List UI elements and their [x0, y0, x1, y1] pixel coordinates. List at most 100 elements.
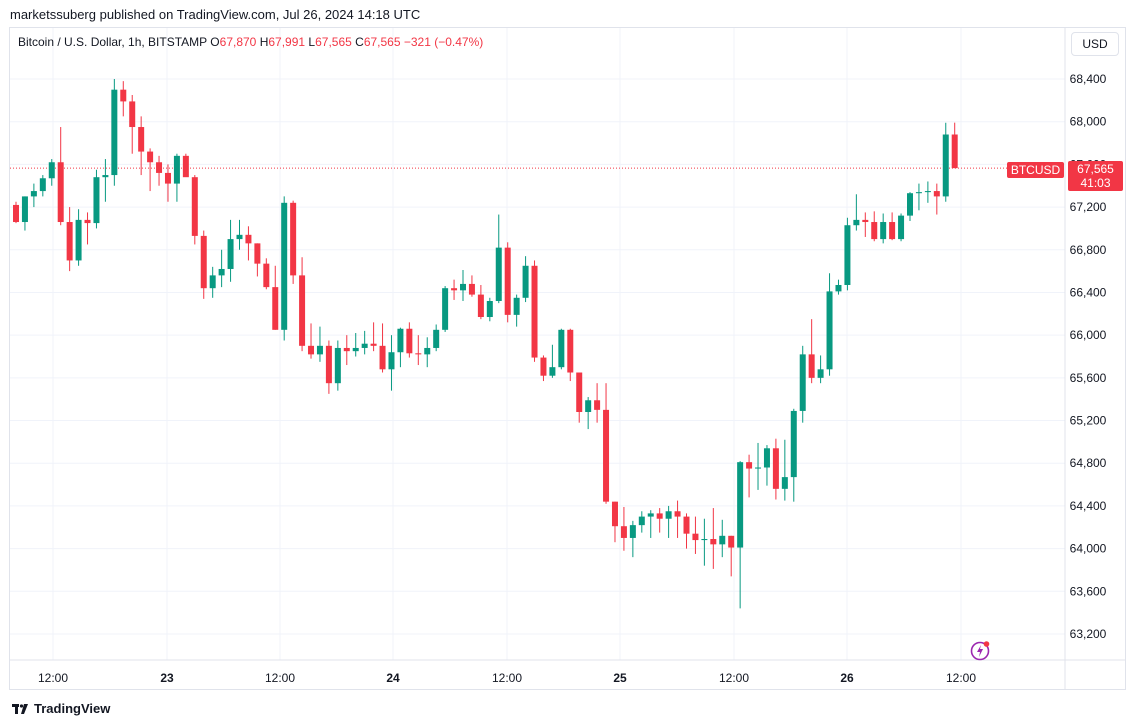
candle-body — [647, 513, 654, 517]
candle-body — [871, 222, 878, 240]
candle-body — [942, 134, 949, 197]
candle-body — [468, 283, 475, 295]
candle-body — [710, 539, 717, 545]
y-tick-label: 64,000 — [1070, 542, 1107, 556]
x-tick-label: 12:00 — [492, 671, 522, 685]
candle-body — [433, 329, 440, 348]
candle-body — [156, 162, 163, 173]
candle-body — [907, 193, 913, 216]
candle-body — [57, 162, 64, 223]
candle-body — [665, 511, 672, 519]
y-tick-label: 68,400 — [1070, 72, 1107, 86]
snapshot-lightning-icon[interactable] — [969, 639, 991, 661]
candle-body — [808, 354, 815, 378]
candle-body — [138, 127, 145, 152]
candle-body — [781, 477, 788, 489]
candle-body — [75, 219, 82, 261]
candle-body — [343, 347, 350, 352]
candle-body — [21, 196, 28, 223]
y-tick-label: 65,200 — [1070, 414, 1107, 428]
open-value: 67,870 — [219, 35, 257, 49]
x-tick-label: 23 — [160, 671, 174, 685]
candle-body — [48, 162, 55, 179]
candle-body — [737, 462, 744, 548]
candle-body — [531, 265, 538, 358]
candle-body — [102, 175, 109, 178]
candle-body — [66, 222, 73, 261]
candle-body — [826, 291, 833, 370]
x-tick-label: 12:00 — [265, 671, 295, 685]
candle-body — [406, 328, 413, 354]
candle-body — [719, 535, 726, 545]
candle-body — [352, 347, 359, 352]
x-tick-label: 26 — [840, 671, 854, 685]
candle-body — [442, 288, 449, 330]
candle-body — [379, 345, 386, 370]
candle-body — [129, 101, 136, 128]
candle-body — [611, 501, 618, 527]
candle-body — [629, 525, 636, 538]
candle-body — [308, 345, 315, 355]
candle-body — [522, 265, 529, 298]
candle-body — [620, 526, 627, 538]
candle-body — [853, 219, 860, 226]
candle-body — [13, 204, 19, 223]
candle-body — [361, 343, 368, 348]
candle-body — [84, 219, 91, 224]
symbol-price-tag: BTCUSD — [1007, 162, 1064, 178]
x-tick-label: 25 — [613, 671, 627, 685]
candle-body — [835, 284, 842, 292]
candle-body — [209, 275, 216, 289]
footer-brand-label: TradingView — [34, 701, 111, 716]
candle-body — [844, 225, 851, 285]
candle-body — [746, 462, 753, 469]
y-tick-label: 63,200 — [1070, 627, 1107, 641]
y-tick-label: 68,000 — [1070, 115, 1107, 129]
y-tick-label: 64,400 — [1070, 499, 1107, 513]
candle-body — [325, 345, 332, 384]
candle-body — [272, 287, 279, 330]
y-tick-label: 65,600 — [1070, 371, 1107, 385]
x-tick-label: 12:00 — [719, 671, 749, 685]
footer-brand[interactable]: TradingView — [12, 701, 110, 716]
candle-body — [200, 235, 207, 289]
y-tick-label: 67,200 — [1070, 200, 1107, 214]
candle-body — [549, 367, 556, 376]
candle-body — [424, 347, 431, 355]
last-price-value: 67,565 — [1077, 162, 1114, 176]
candle-body — [120, 89, 127, 102]
y-tick-label: 63,600 — [1070, 584, 1107, 598]
candle-body — [799, 354, 806, 411]
candle-body — [164, 172, 171, 184]
currency-button[interactable]: USD — [1071, 32, 1119, 56]
last-price-tag: 67,565 41:03 — [1068, 161, 1123, 191]
candle-body — [540, 357, 547, 376]
candle-body — [674, 511, 681, 517]
candle-body — [567, 329, 574, 373]
y-tick-label: 66,000 — [1070, 328, 1107, 342]
candle-body — [93, 177, 100, 224]
symbol-description[interactable]: Bitcoin / U.S. Dollar, 1h, BITSTAMP — [18, 35, 207, 49]
candle-body — [388, 352, 395, 370]
low-value: 67,565 — [315, 35, 352, 49]
candle-body — [585, 400, 592, 412]
candle-body — [862, 219, 869, 223]
candle-body — [933, 191, 940, 197]
change-value: −321 (−0.47%) — [403, 35, 484, 49]
candle-body — [451, 288, 458, 291]
candle-body — [594, 400, 601, 410]
candle-body — [755, 467, 762, 469]
candle-body — [245, 234, 252, 244]
candle-body — [334, 347, 341, 384]
candle-body — [370, 343, 377, 346]
candle-body — [486, 301, 493, 318]
open-label: O — [210, 35, 220, 49]
candle-body — [924, 191, 931, 193]
y-tick-label: 66,400 — [1070, 285, 1107, 299]
candle-body — [290, 202, 297, 276]
candle-body — [763, 448, 770, 468]
candle-body — [772, 448, 779, 489]
candle-body — [504, 247, 511, 315]
candle-body — [898, 215, 905, 240]
